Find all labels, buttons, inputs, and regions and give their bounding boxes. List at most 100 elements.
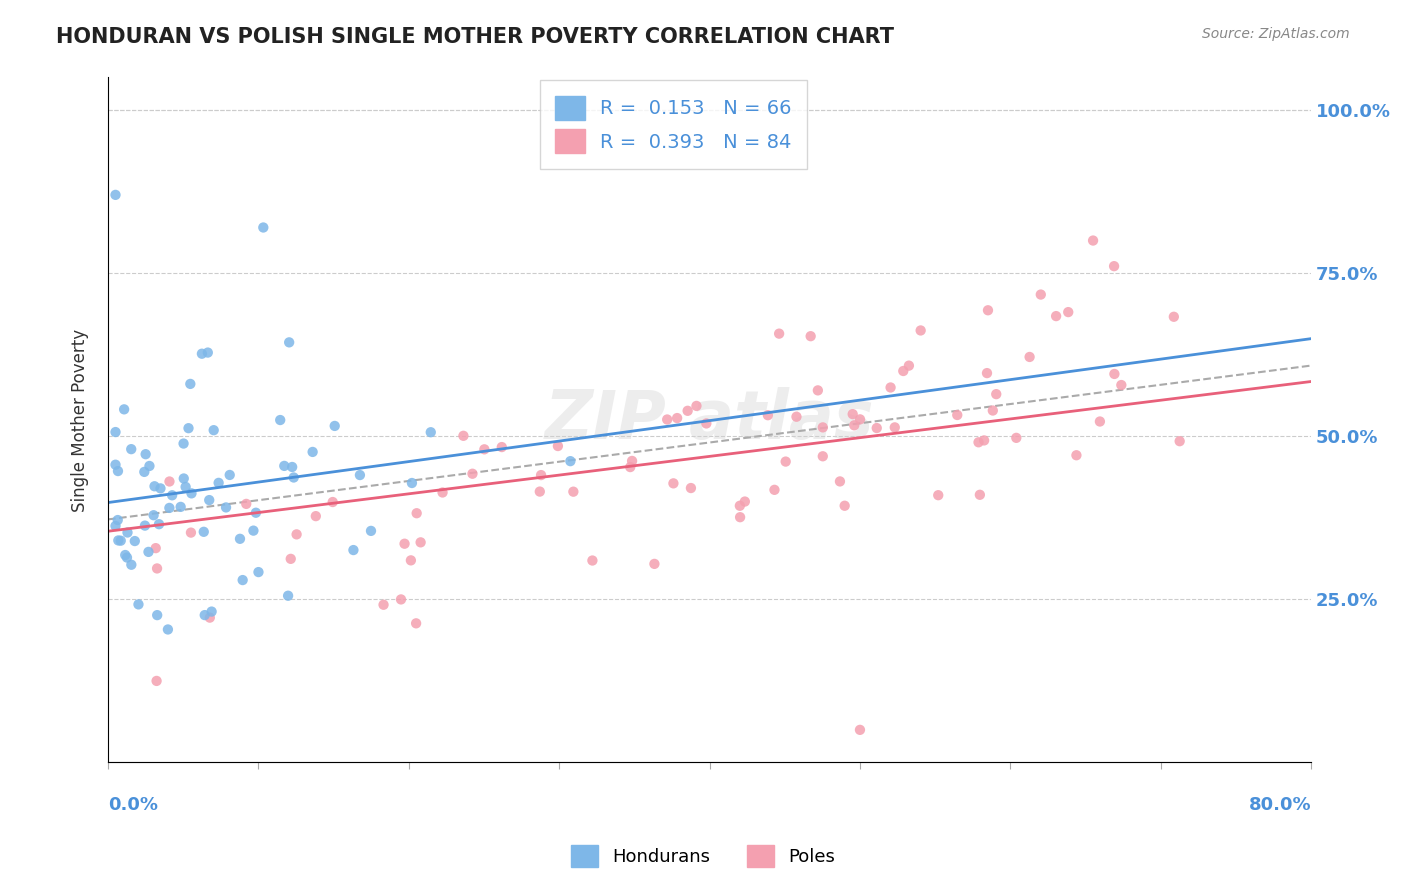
Point [1168, 434, 1191, 449]
Point [145, 673, 167, 688]
Point [927, 488, 949, 502]
Point [104, 187, 127, 202]
Point [547, 439, 569, 453]
Point [174, 480, 197, 494]
Point [198, 610, 221, 624]
Point [107, 513, 129, 527]
Point [160, 488, 183, 502]
Point [269, 413, 291, 427]
Point [107, 464, 129, 478]
Point [198, 493, 221, 508]
Point [977, 303, 1000, 318]
Point [229, 532, 252, 546]
Text: ZIP atlas: ZIP atlas [544, 387, 875, 453]
Point [866, 421, 889, 435]
Point [756, 408, 779, 422]
Point [401, 475, 423, 490]
Point [621, 454, 644, 468]
Point [104, 458, 127, 472]
Point [285, 527, 308, 541]
Point [114, 548, 136, 562]
Point [1029, 287, 1052, 301]
Point [180, 525, 202, 540]
Point [879, 380, 901, 394]
Point [177, 421, 200, 435]
Point [134, 518, 156, 533]
Point [138, 545, 160, 559]
Point [728, 510, 751, 524]
Point [834, 499, 856, 513]
Point [389, 592, 412, 607]
Point [811, 450, 834, 464]
Point [662, 476, 685, 491]
Point [180, 486, 202, 500]
Legend: R =  0.153   N = 66, R =  0.393   N = 84: R = 0.153 N = 66, R = 0.393 N = 84 [540, 80, 807, 169]
Point [104, 425, 127, 439]
Point [1081, 234, 1104, 248]
Point [562, 484, 585, 499]
Point [173, 471, 195, 485]
Point [841, 407, 863, 421]
Point [666, 411, 689, 425]
Point [149, 482, 172, 496]
Point [679, 481, 702, 495]
Point [112, 402, 135, 417]
Point [530, 468, 553, 483]
Point [124, 534, 146, 549]
Point [763, 483, 786, 497]
Point [676, 404, 699, 418]
Point [115, 550, 138, 565]
Point [1102, 259, 1125, 273]
Text: 0.0%: 0.0% [108, 797, 157, 814]
Point [301, 445, 323, 459]
Point [201, 605, 224, 619]
Point [461, 467, 484, 481]
Point [191, 347, 214, 361]
Point [159, 475, 181, 489]
Point [207, 475, 229, 490]
Point [148, 517, 170, 532]
Point [252, 220, 274, 235]
Point [277, 589, 299, 603]
Point [146, 608, 169, 623]
Point [245, 506, 267, 520]
Point [194, 608, 217, 623]
Point [142, 508, 165, 523]
Point [967, 435, 990, 450]
Point [280, 552, 302, 566]
Point [581, 553, 603, 567]
Point [120, 442, 142, 457]
Point [643, 557, 665, 571]
Point [800, 329, 823, 343]
Text: 80.0%: 80.0% [1249, 797, 1312, 814]
Point [202, 423, 225, 437]
Point [283, 470, 305, 484]
Point [1088, 415, 1111, 429]
Point [811, 420, 834, 434]
Point [360, 524, 382, 538]
Point [138, 458, 160, 473]
Point [373, 598, 395, 612]
Point [342, 543, 364, 558]
Point [242, 524, 264, 538]
Point [197, 345, 219, 359]
Point [405, 616, 427, 631]
Point [472, 442, 495, 457]
Point [986, 387, 1008, 401]
Point [807, 384, 830, 398]
Point [179, 376, 201, 391]
Point [1018, 350, 1040, 364]
Point [981, 403, 1004, 417]
Point [145, 541, 167, 556]
Point [828, 475, 851, 489]
Point [529, 484, 551, 499]
Point [281, 460, 304, 475]
Point [619, 460, 641, 475]
Point [278, 335, 301, 350]
Point [1104, 367, 1126, 381]
Point [143, 479, 166, 493]
Point [969, 488, 991, 502]
Point [146, 561, 169, 575]
Point [946, 408, 969, 422]
Point [728, 499, 751, 513]
